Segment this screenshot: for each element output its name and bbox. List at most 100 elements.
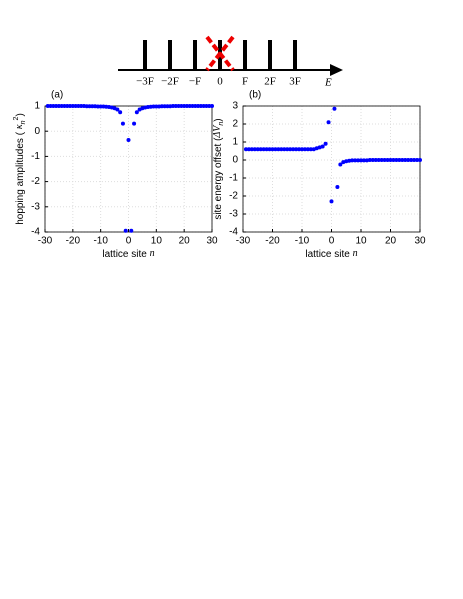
point: [210, 104, 214, 108]
y-axis-label-sub: n: [218, 122, 225, 126]
point: [84, 104, 89, 109]
point: [126, 138, 131, 143]
point: [90, 104, 95, 109]
point: [356, 158, 361, 163]
point: [347, 158, 352, 163]
x-axis-label: lattice site n: [305, 248, 357, 259]
y-tick-label: -4: [229, 227, 238, 238]
point: [159, 104, 164, 109]
x-tick-label: 0: [126, 236, 132, 247]
point: [406, 158, 411, 162]
point: [252, 147, 257, 152]
y-tick-label: 0: [232, 155, 238, 166]
point: [261, 147, 266, 152]
point: [379, 158, 384, 162]
y-tick-label: -1: [229, 173, 238, 184]
level-bar: [243, 40, 247, 70]
point: [48, 104, 53, 108]
point: [246, 147, 251, 152]
x-tick-label: -10: [93, 236, 108, 247]
point: [415, 158, 420, 162]
point: [255, 147, 260, 152]
point: [388, 158, 393, 162]
point: [412, 158, 417, 162]
point: [344, 159, 349, 164]
y-axis-label: site energy offset (ΔVn): [212, 118, 225, 219]
point: [120, 121, 125, 126]
level-bar: [168, 40, 172, 70]
level-label: 0: [217, 76, 223, 88]
point: [294, 147, 299, 152]
point: [79, 104, 84, 108]
point: [207, 104, 212, 108]
point: [367, 158, 372, 162]
point: [162, 104, 167, 109]
y-axis-label-close: ): [15, 113, 26, 116]
x-tick-label: -10: [295, 236, 310, 247]
y-axis-label-close: ): [213, 118, 224, 121]
x-tick-label: 10: [355, 236, 367, 247]
point: [308, 147, 313, 152]
level-bar: [193, 40, 197, 70]
point: [361, 158, 366, 163]
point: [300, 147, 304, 152]
point: [65, 104, 70, 108]
x-tick-label: -20: [66, 236, 81, 247]
point: [403, 158, 408, 162]
point: [370, 158, 375, 162]
point: [196, 104, 201, 108]
point: [270, 147, 275, 152]
point: [118, 110, 123, 115]
plot-frame: [242, 105, 421, 233]
point: [173, 104, 178, 108]
point: [190, 104, 195, 108]
axis-label: E: [324, 77, 332, 89]
y-axis-label-text: hopping amplitudes (: [15, 129, 26, 225]
y-tick-label: -2: [229, 191, 238, 202]
point: [73, 104, 78, 108]
point: [291, 147, 296, 152]
point: [276, 147, 281, 152]
x-axis-label-text: lattice site: [305, 249, 352, 260]
y-axis-label-symbol: κ: [14, 124, 25, 129]
x-axis-label-var: n: [353, 248, 358, 259]
level-label: −2F: [161, 76, 179, 88]
point: [154, 104, 159, 109]
point: [193, 104, 198, 108]
x-tick-label: 20: [179, 236, 191, 247]
level-label: 2F: [264, 76, 276, 88]
y-axis-label-symbol: ΔV: [212, 124, 223, 139]
point: [323, 141, 328, 146]
y-axis-label-text: site energy offset (: [213, 137, 224, 220]
level-label: −F: [189, 76, 201, 88]
point: [184, 104, 189, 108]
point: [264, 147, 269, 152]
panel-label: (b): [249, 90, 261, 101]
arrow-head: [330, 64, 343, 76]
x-tick-label: -20: [265, 236, 280, 247]
x-tick-label: 0: [329, 236, 335, 247]
point: [198, 104, 203, 108]
point: [297, 147, 302, 152]
point: [165, 104, 170, 109]
level-label: −3F: [136, 76, 154, 88]
x-tick-label: -30: [38, 236, 53, 247]
y-axis-label-sup: 2: [13, 116, 20, 120]
point: [332, 106, 337, 111]
y-tick-label: -1: [31, 151, 40, 162]
point: [201, 104, 206, 108]
point: [129, 228, 134, 233]
point: [267, 147, 272, 152]
point: [134, 110, 139, 115]
y-tick-label: -3: [31, 201, 40, 212]
point: [51, 104, 56, 108]
y-tick-label: -4: [31, 227, 40, 238]
point: [364, 158, 369, 163]
point: [302, 147, 307, 152]
point: [187, 104, 192, 108]
point: [123, 228, 128, 233]
x-tick-label: 20: [385, 236, 397, 247]
point: [279, 147, 284, 152]
